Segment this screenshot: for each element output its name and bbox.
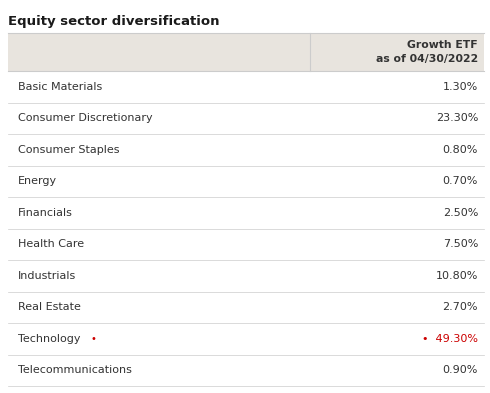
Bar bbox=[8, 33, 484, 71]
Text: 2.70%: 2.70% bbox=[442, 302, 478, 312]
Text: 10.80%: 10.80% bbox=[436, 271, 478, 281]
Text: Energy: Energy bbox=[18, 176, 57, 186]
Text: Telecommunications: Telecommunications bbox=[18, 365, 132, 375]
Text: •  49.30%: • 49.30% bbox=[422, 334, 478, 344]
Text: 23.30%: 23.30% bbox=[436, 113, 478, 123]
Text: Consumer Staples: Consumer Staples bbox=[18, 145, 120, 155]
Text: Growth ETF
as of 04/30/2022: Growth ETF as of 04/30/2022 bbox=[376, 40, 478, 64]
Text: 0.90%: 0.90% bbox=[442, 365, 478, 375]
Text: Financials: Financials bbox=[18, 208, 73, 218]
Text: Basic Materials: Basic Materials bbox=[18, 82, 102, 92]
Text: 0.70%: 0.70% bbox=[442, 176, 478, 186]
Text: Technology: Technology bbox=[18, 334, 80, 344]
Text: 2.50%: 2.50% bbox=[442, 208, 478, 218]
Text: Equity sector diversification: Equity sector diversification bbox=[8, 15, 220, 28]
Text: 1.30%: 1.30% bbox=[443, 82, 478, 92]
Text: Industrials: Industrials bbox=[18, 271, 76, 281]
Text: Real Estate: Real Estate bbox=[18, 302, 81, 312]
Text: Health Care: Health Care bbox=[18, 239, 84, 249]
Text: •: • bbox=[90, 334, 96, 344]
Text: 0.80%: 0.80% bbox=[442, 145, 478, 155]
Text: Consumer Discretionary: Consumer Discretionary bbox=[18, 113, 152, 123]
Text: 7.50%: 7.50% bbox=[442, 239, 478, 249]
